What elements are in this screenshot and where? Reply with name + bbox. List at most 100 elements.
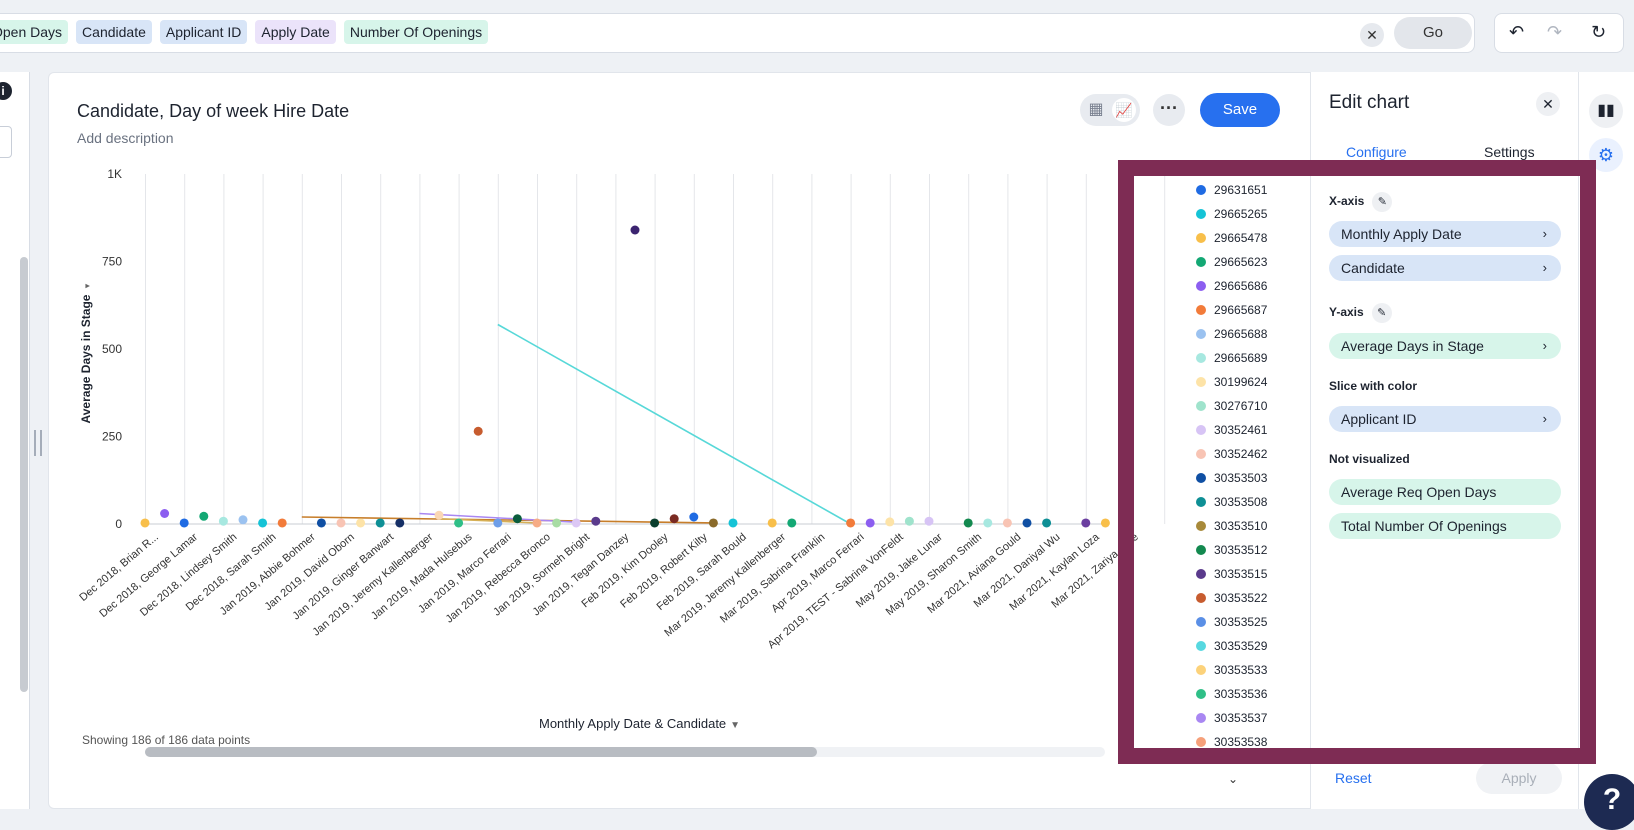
chart-icon[interactable]: ▮▮ bbox=[1589, 94, 1623, 128]
legend-item[interactable]: 30352461 bbox=[1196, 418, 1306, 442]
chart-scrollbar[interactable] bbox=[145, 747, 817, 757]
y-axis-field[interactable]: Average Days in Stage › bbox=[1329, 333, 1561, 359]
search-token[interactable]: Applicant ID bbox=[159, 20, 248, 44]
data-points-count: Showing 186 of 186 data points bbox=[82, 733, 251, 747]
data-point bbox=[454, 518, 464, 528]
data-point bbox=[1002, 518, 1012, 528]
clear-search-button[interactable]: ✕ bbox=[1360, 23, 1384, 47]
legend-item[interactable]: 29665688 bbox=[1196, 322, 1306, 346]
legend-label: 30276710 bbox=[1214, 399, 1268, 413]
data-point bbox=[434, 510, 444, 520]
y-tick-label: 750 bbox=[102, 255, 122, 269]
view-toggle[interactable]: ▦ 📈 bbox=[1080, 94, 1140, 126]
legend-item[interactable]: 29665687 bbox=[1196, 298, 1306, 322]
undo-icon[interactable]: ↶ bbox=[1509, 22, 1525, 42]
tab-settings[interactable]: Settings bbox=[1484, 144, 1535, 160]
legend-swatch bbox=[1196, 209, 1206, 219]
legend-item[interactable]: 30353536 bbox=[1196, 682, 1306, 706]
tab-configure[interactable]: Configure bbox=[1346, 144, 1407, 160]
gear-icon[interactable]: ⚙ bbox=[1589, 138, 1623, 172]
chart-description[interactable]: Add description bbox=[77, 130, 174, 146]
series-line bbox=[497, 323, 851, 525]
help-button[interactable]: ? bbox=[1584, 774, 1634, 830]
legend-item[interactable]: 30353522 bbox=[1196, 586, 1306, 610]
legend-item[interactable]: 29665265 bbox=[1196, 202, 1306, 226]
legend-label: 30352461 bbox=[1214, 423, 1268, 437]
pencil-icon[interactable]: ✎ bbox=[1372, 192, 1393, 212]
legend-swatch bbox=[1196, 473, 1206, 483]
left-input[interactable] bbox=[0, 126, 12, 158]
legend-swatch bbox=[1196, 281, 1206, 291]
legend-swatch bbox=[1196, 497, 1206, 507]
apply-button[interactable]: Apply bbox=[1476, 762, 1562, 794]
search-token[interactable]: Candidate bbox=[76, 20, 152, 44]
legend-swatch bbox=[1196, 689, 1206, 699]
x-axis-title[interactable]: Monthly Apply Date & Candidate ▼ bbox=[539, 716, 741, 731]
data-point bbox=[512, 514, 522, 524]
legend-item[interactable]: 30353538 bbox=[1196, 730, 1306, 753]
legend-item[interactable]: 30352462 bbox=[1196, 442, 1306, 466]
search-token[interactable]: Open Days bbox=[0, 20, 69, 44]
legend-swatch bbox=[1196, 329, 1206, 339]
legend-item[interactable]: 30199624 bbox=[1196, 370, 1306, 394]
data-point bbox=[885, 517, 895, 527]
legend-item[interactable]: 30353503 bbox=[1196, 466, 1306, 490]
legend-item[interactable]: 30353529 bbox=[1196, 634, 1306, 658]
save-button[interactable]: Save bbox=[1200, 93, 1280, 127]
legend-swatch bbox=[1196, 449, 1206, 459]
x-axis-field[interactable]: Candidate › bbox=[1329, 255, 1561, 281]
pencil-icon[interactable]: ✎ bbox=[1371, 303, 1392, 323]
close-icon[interactable]: ✕ bbox=[1536, 92, 1560, 116]
reset-icon[interactable]: ↻ bbox=[1591, 22, 1607, 42]
data-point bbox=[277, 518, 287, 528]
data-point bbox=[375, 518, 385, 528]
legend-label: 30352462 bbox=[1214, 447, 1268, 461]
legend-label: 29665687 bbox=[1214, 303, 1268, 317]
left-scrollbar[interactable] bbox=[20, 257, 28, 692]
legend-item[interactable]: 30353537 bbox=[1196, 706, 1306, 730]
legend-item[interactable]: 30353515 bbox=[1196, 562, 1306, 586]
legend-item[interactable]: 29665623 bbox=[1196, 250, 1306, 274]
chart-title[interactable]: Candidate, Day of week Hire Date bbox=[77, 101, 350, 121]
legend-item[interactable]: 30353533 bbox=[1196, 658, 1306, 682]
legend-item[interactable]: 30353510 bbox=[1196, 514, 1306, 538]
legend-item[interactable]: 30353512 bbox=[1196, 538, 1306, 562]
search-token[interactable]: Apply Date bbox=[255, 20, 336, 44]
legend-item[interactable]: 30276710 bbox=[1196, 394, 1306, 418]
legend-swatch bbox=[1196, 713, 1206, 723]
x-axis-field[interactable]: Monthly Apply Date › bbox=[1329, 221, 1561, 247]
chart-view-icon[interactable]: 📈 bbox=[1112, 98, 1136, 122]
legend-label: 29665623 bbox=[1214, 255, 1268, 269]
not-visualized-field[interactable]: Total Number Of Openings bbox=[1329, 513, 1561, 539]
search-bar[interactable]: Open Days Candidate Applicant ID Apply D… bbox=[0, 13, 1475, 53]
data-point bbox=[650, 518, 660, 528]
legend-item[interactable]: 29665686 bbox=[1196, 274, 1306, 298]
series-line bbox=[301, 516, 714, 524]
slice-field[interactable]: Applicant ID › bbox=[1329, 406, 1561, 432]
legend-item[interactable]: 30353525 bbox=[1196, 610, 1306, 634]
legend-swatch bbox=[1196, 353, 1206, 363]
legend-item[interactable]: 29665689 bbox=[1196, 346, 1306, 370]
redo-icon[interactable]: ↷ bbox=[1547, 22, 1563, 42]
search-token[interactable]: Number Of Openings bbox=[343, 20, 489, 44]
data-point bbox=[787, 518, 797, 528]
chart-legend: 29631651 29665265 29665478 29665623 29665686… bbox=[1196, 178, 1306, 753]
legend-item[interactable]: 29631651 bbox=[1196, 178, 1306, 202]
data-point bbox=[199, 511, 209, 521]
data-point bbox=[395, 518, 405, 528]
info-icon[interactable]: i bbox=[0, 82, 12, 100]
legend-item[interactable]: 29665478 bbox=[1196, 226, 1306, 250]
chevron-down-icon[interactable]: ⌄ bbox=[1228, 772, 1239, 786]
not-visualized-field[interactable]: Average Req Open Days bbox=[1329, 479, 1561, 505]
table-icon[interactable]: ▦ bbox=[1088, 101, 1104, 118]
legend-item[interactable]: 30353508 bbox=[1196, 490, 1306, 514]
data-point bbox=[179, 518, 189, 528]
legend-swatch bbox=[1196, 545, 1206, 555]
data-point bbox=[669, 514, 679, 524]
more-options-button[interactable]: ··· bbox=[1153, 94, 1185, 126]
legend-label: 30353529 bbox=[1214, 639, 1268, 653]
resize-handle[interactable] bbox=[34, 430, 42, 456]
go-button[interactable]: Go bbox=[1394, 17, 1472, 49]
data-point bbox=[924, 516, 934, 526]
reset-button[interactable]: Reset bbox=[1335, 770, 1372, 786]
